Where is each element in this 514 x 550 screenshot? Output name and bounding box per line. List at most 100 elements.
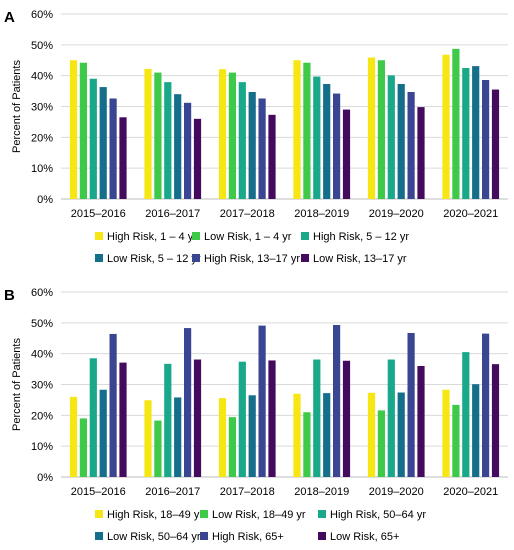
x-tick-label: 2020–2021 xyxy=(443,486,498,498)
bar xyxy=(268,114,276,199)
bar xyxy=(397,392,405,477)
bar xyxy=(258,98,266,199)
x-tick-label: 2019–2020 xyxy=(369,486,424,498)
bar xyxy=(248,92,256,199)
bar xyxy=(367,392,376,477)
bar xyxy=(238,82,246,199)
legend-label: Low Risk, 5 – 12 yr xyxy=(107,253,201,265)
bar xyxy=(293,393,301,477)
bar xyxy=(193,359,202,477)
bar xyxy=(69,396,78,477)
bar xyxy=(323,83,331,199)
legend-swatch xyxy=(95,254,103,262)
bar xyxy=(258,325,266,477)
x-tick-label: 2020–2021 xyxy=(443,208,498,220)
bar xyxy=(303,412,311,477)
legend-label: Low Risk, 13–17 yr xyxy=(313,253,407,265)
bar xyxy=(417,107,425,199)
bar xyxy=(144,68,152,199)
bar xyxy=(99,87,107,199)
bar xyxy=(323,393,331,477)
bar xyxy=(154,420,162,477)
legend-swatch xyxy=(192,254,200,262)
legend-swatch xyxy=(95,232,103,240)
bar xyxy=(407,333,415,477)
y-tick-label: 0% xyxy=(37,472,53,484)
y-axis-title: Percent of Patients xyxy=(11,338,23,431)
bar xyxy=(109,98,117,199)
legend-swatch xyxy=(301,232,309,240)
y-tick-label: 60% xyxy=(31,287,53,299)
panel-b: B Percent of Patients 0% 10% 20% 30% 40% 50% 60%… xyxy=(4,287,508,543)
bar xyxy=(342,109,351,199)
bar xyxy=(184,102,192,199)
legend-swatch xyxy=(95,510,103,518)
bar xyxy=(193,118,202,199)
legend-label: Low Risk, 65+ xyxy=(330,531,399,543)
y-tick-label: 30% xyxy=(31,380,53,392)
legend: High Risk, 1 – 4 yr Low Risk, 1 – 4 yr Hig… xyxy=(95,231,409,265)
bar xyxy=(417,366,425,477)
bar xyxy=(238,361,246,477)
legend-label: High Risk, 18–49 yr xyxy=(107,509,203,521)
bar xyxy=(313,76,321,199)
bar xyxy=(218,69,227,199)
x-tick-label: 2015–2016 xyxy=(71,208,126,220)
bar xyxy=(164,363,172,477)
bar xyxy=(377,60,385,199)
bar xyxy=(442,389,450,477)
bar xyxy=(89,78,97,199)
x-tick-label: 2017–2018 xyxy=(220,486,275,498)
bar xyxy=(268,360,276,477)
y-tick-label: 0% xyxy=(37,194,53,206)
legend-label: High Risk, 1 – 4 yr xyxy=(107,231,197,243)
bar xyxy=(333,324,341,477)
bar xyxy=(79,62,87,199)
bar xyxy=(174,94,182,199)
bar xyxy=(248,395,256,477)
bar xyxy=(174,397,182,477)
legend-swatch xyxy=(301,254,309,262)
bar xyxy=(144,400,152,477)
bar xyxy=(442,54,450,200)
panel-a: A Percent of Patients 0% 10% 20% 30% 40% 50% 60%… xyxy=(4,9,508,265)
legend-swatch xyxy=(318,532,326,540)
bar xyxy=(377,410,385,477)
legend-swatch xyxy=(200,510,208,518)
x-tick-label: 2018–2019 xyxy=(294,486,349,498)
legend-swatch xyxy=(95,532,103,540)
bar xyxy=(119,362,127,477)
bar xyxy=(313,359,321,477)
legend-label: Low Risk, 50–64 yr xyxy=(107,531,201,543)
bar xyxy=(293,60,301,199)
bar xyxy=(452,48,460,199)
legend-label: Low Risk, 1 – 4 yr xyxy=(204,231,292,243)
bar xyxy=(342,360,351,477)
bar xyxy=(472,384,480,477)
legend: High Risk, 18–49 yr Low Risk, 18–49 yr Hig… xyxy=(95,509,426,543)
bar xyxy=(491,364,500,477)
legend-swatch xyxy=(200,532,208,540)
bar xyxy=(367,57,376,199)
bar xyxy=(303,62,311,199)
legend-swatch xyxy=(318,510,326,518)
bar xyxy=(482,79,490,199)
y-tick-label: 40% xyxy=(31,349,53,361)
bar xyxy=(397,83,405,199)
y-tick-label: 10% xyxy=(31,163,53,175)
panel-label: B xyxy=(4,287,15,304)
bar xyxy=(472,66,480,199)
bar xyxy=(387,75,395,199)
legend-label: High Risk, 13–17 yr xyxy=(204,253,300,265)
bar xyxy=(228,417,236,477)
legend-label: High Risk, 65+ xyxy=(212,531,284,543)
bar xyxy=(89,358,97,477)
bar xyxy=(462,67,470,199)
bar xyxy=(228,72,236,199)
bar xyxy=(452,404,460,477)
bar xyxy=(119,117,127,199)
bar xyxy=(79,418,87,477)
x-tick-label: 2015–2016 xyxy=(71,486,126,498)
y-tick-label: 50% xyxy=(31,318,53,330)
